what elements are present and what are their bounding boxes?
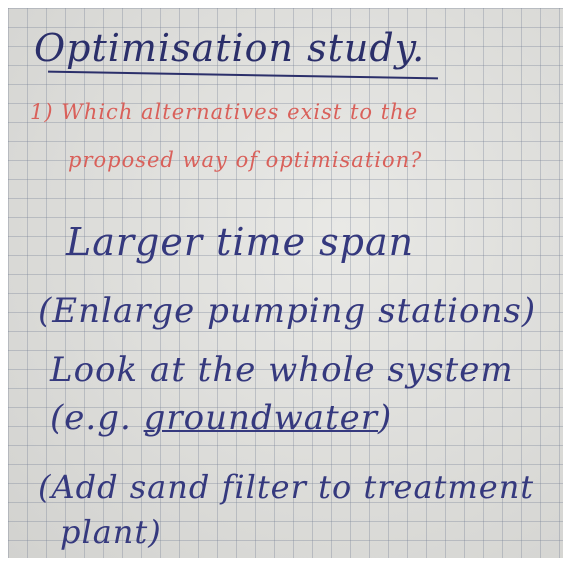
item: Look at the whole system xyxy=(50,350,514,390)
question-line: 1) Which alternatives exist to the xyxy=(30,100,418,124)
item: (Add sand filter to treatment xyxy=(38,468,534,506)
item: (Enlarge pumping stations) xyxy=(38,291,536,331)
question-line: proposed way of optimisation? xyxy=(68,148,422,172)
item: (e.g. groundwater) xyxy=(50,398,392,438)
item: Larger time span xyxy=(66,220,414,264)
title-underline xyxy=(48,71,438,80)
item: plant) xyxy=(60,513,162,551)
example-text: ) xyxy=(378,398,392,438)
page: {"title": "Optimisation study.", "questi… xyxy=(0,0,571,566)
flipchart-photo: Optimisation study. 1) Which alternative… xyxy=(8,8,563,558)
example-underlined: groundwater xyxy=(144,398,378,438)
title: Optimisation study. xyxy=(34,26,425,70)
example-text: (e.g. xyxy=(50,398,132,438)
